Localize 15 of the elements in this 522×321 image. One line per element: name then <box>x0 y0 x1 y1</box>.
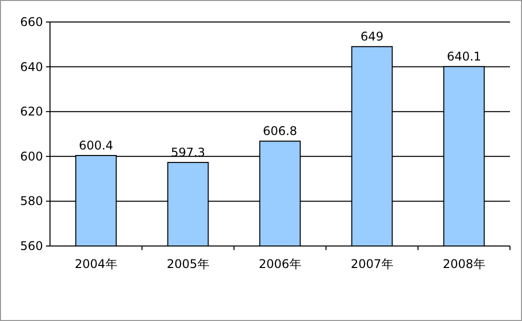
x-tick-label: 2006年 <box>258 257 302 271</box>
y-tick-label: 580 <box>20 194 43 208</box>
y-tick-label: 660 <box>20 15 43 29</box>
y-tick-label: 560 <box>20 239 43 253</box>
x-tick-label: 2005年 <box>166 257 210 271</box>
x-tick-label: 2004年 <box>74 257 118 271</box>
y-tick-label: 600 <box>20 149 43 164</box>
y-tick-label: 620 <box>20 104 43 119</box>
y-tick-label: 640 <box>20 60 43 74</box>
data-label: 640.1 <box>446 50 482 64</box>
x-tick-label: 2008年 <box>442 257 486 271</box>
x-tick-label: 2007年 <box>350 257 394 271</box>
data-label: 600.4 <box>78 138 114 153</box>
data-label: 606.8 <box>262 124 298 138</box>
data-label: 649 <box>360 30 384 44</box>
